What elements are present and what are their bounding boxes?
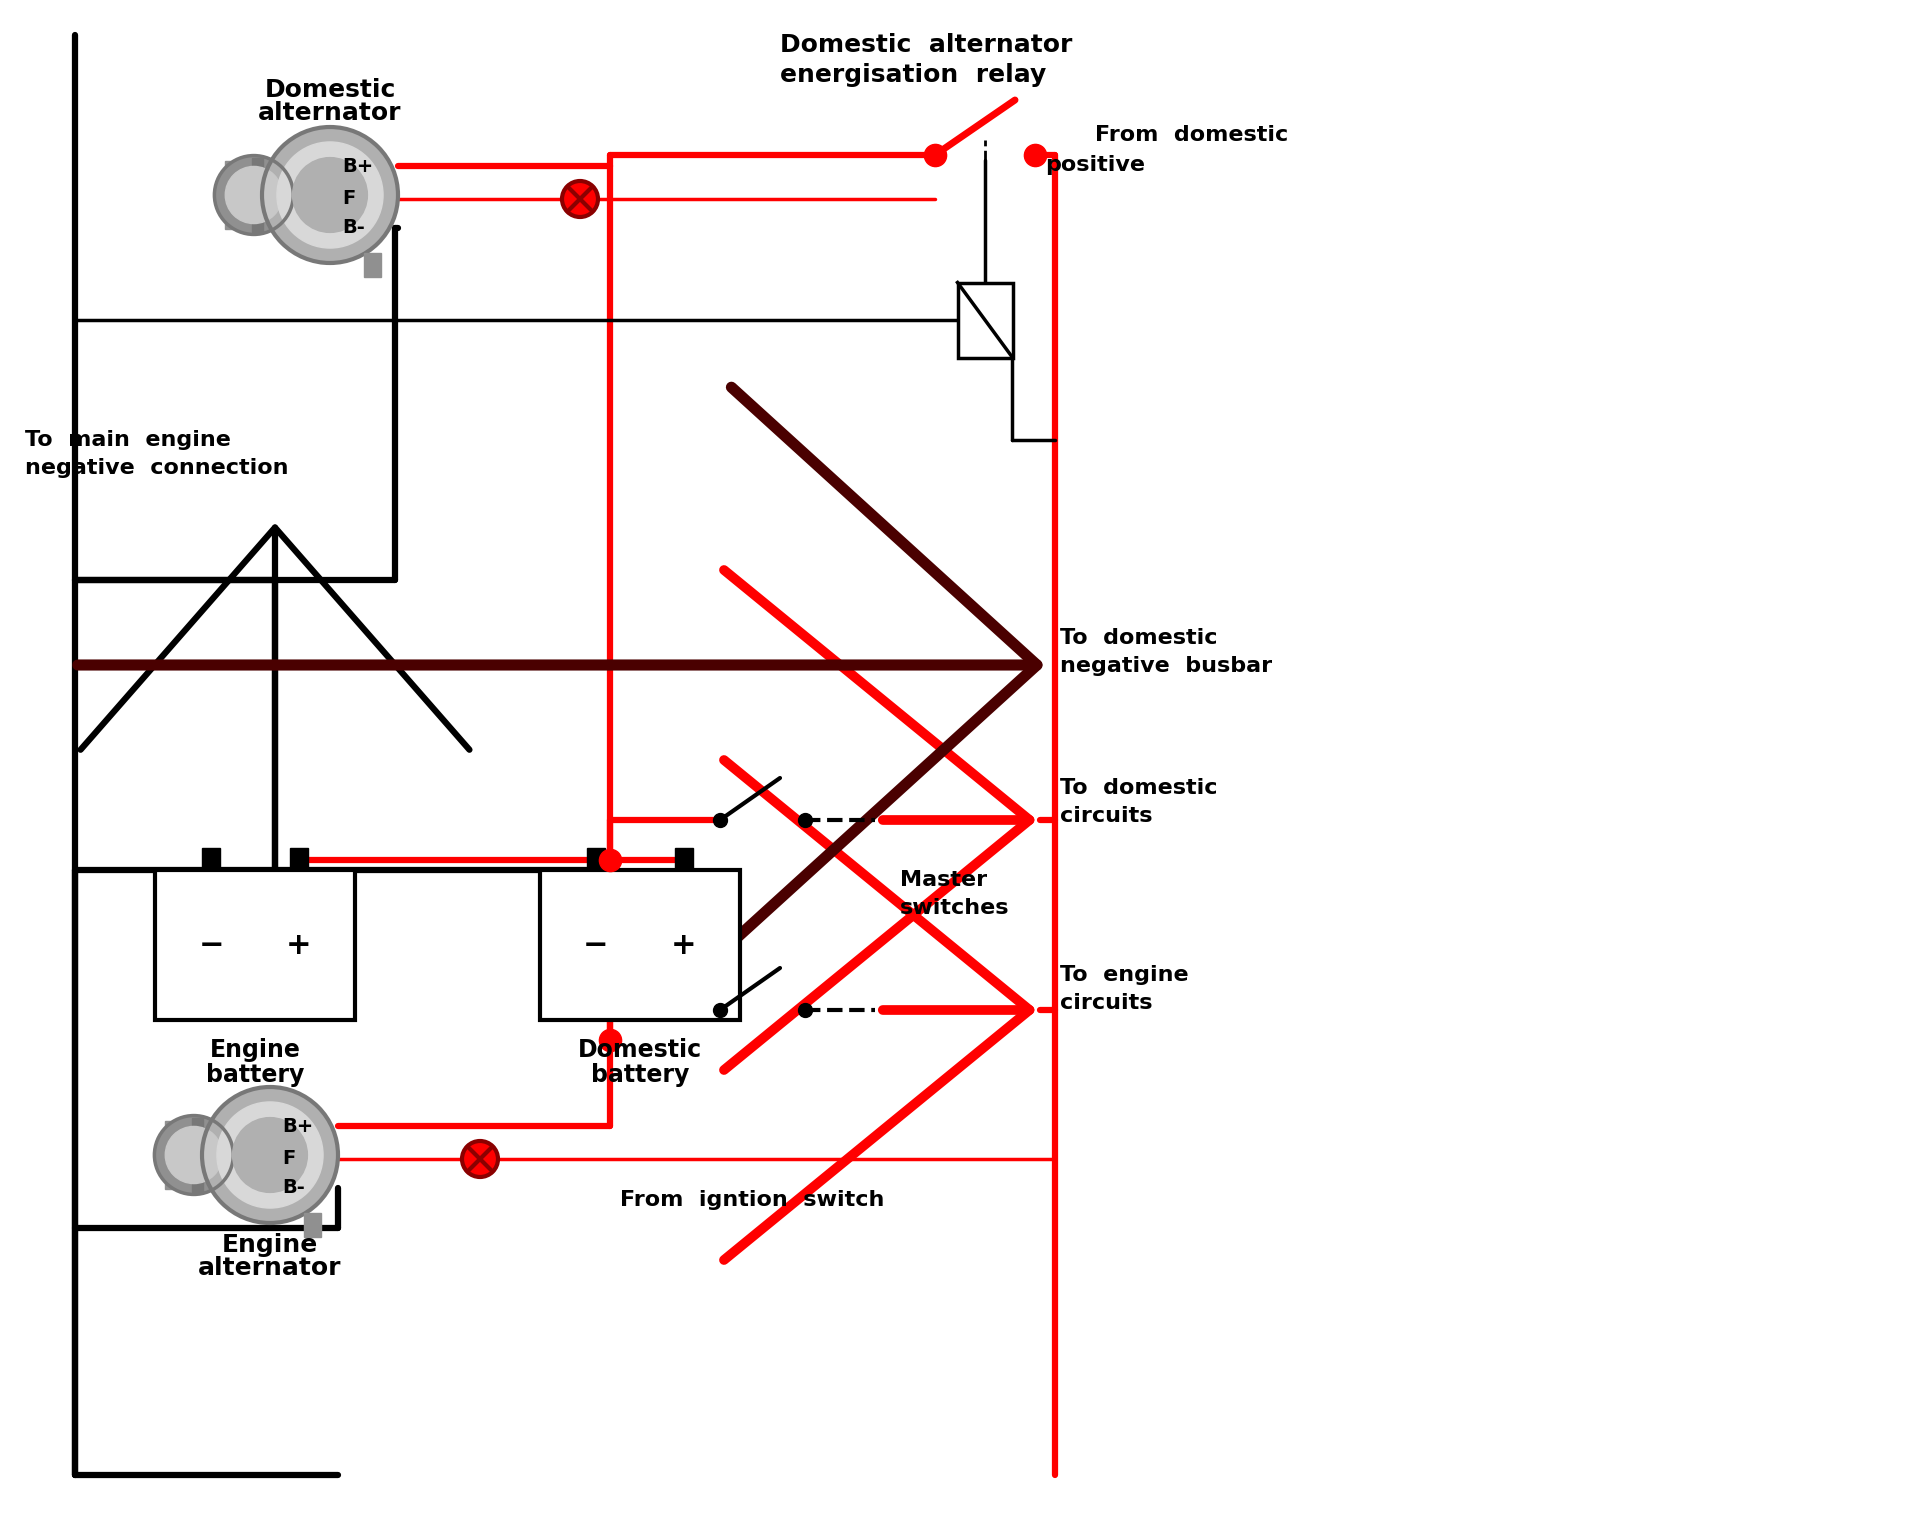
Text: alternator: alternator: [198, 1255, 342, 1280]
Circle shape: [202, 1087, 338, 1224]
Text: circuits: circuits: [1060, 993, 1152, 1013]
Circle shape: [217, 1102, 323, 1208]
Bar: [540, 870, 739, 1020]
Text: alternator: alternator: [259, 102, 401, 124]
Bar: [588, 849, 605, 870]
Bar: [958, 282, 1012, 358]
Bar: [676, 849, 693, 870]
Text: switches: switches: [900, 899, 1010, 918]
Circle shape: [154, 1116, 232, 1195]
Text: +: +: [672, 931, 697, 959]
Text: F: F: [282, 1149, 296, 1167]
Text: Engine: Engine: [223, 1233, 319, 1257]
Circle shape: [463, 1142, 497, 1176]
Text: negative  connection: negative connection: [25, 458, 288, 478]
Text: B-: B-: [282, 1178, 305, 1198]
Circle shape: [276, 143, 384, 247]
Text: From  igntion  switch: From igntion switch: [620, 1190, 885, 1210]
Circle shape: [292, 158, 367, 232]
Bar: [165, 1138, 180, 1154]
Bar: [290, 849, 307, 870]
Text: −: −: [198, 931, 225, 959]
Text: B+: B+: [342, 156, 374, 176]
Bar: [225, 179, 240, 193]
Text: Engine: Engine: [209, 1038, 300, 1063]
Text: +: +: [286, 931, 311, 959]
Circle shape: [215, 155, 294, 234]
Bar: [165, 1157, 180, 1172]
Bar: [202, 849, 221, 870]
Text: To  domestic: To domestic: [1060, 628, 1217, 648]
Circle shape: [165, 1126, 223, 1184]
Circle shape: [232, 1117, 307, 1193]
Text: Master: Master: [900, 870, 987, 890]
Text: To  main  engine: To main engine: [25, 430, 230, 449]
Text: B+: B+: [282, 1117, 313, 1135]
Bar: [225, 161, 240, 176]
Text: F: F: [342, 188, 355, 208]
Bar: [365, 254, 380, 276]
Text: From  domestic: From domestic: [1094, 124, 1288, 146]
Bar: [165, 1122, 180, 1137]
Bar: [225, 196, 240, 211]
Text: To  domestic: To domestic: [1060, 779, 1217, 798]
Bar: [303, 1213, 321, 1237]
Text: To  engine: To engine: [1060, 965, 1188, 985]
Text: Domestic  alternator: Domestic alternator: [780, 33, 1073, 58]
Text: battery: battery: [591, 1063, 689, 1087]
Text: circuits: circuits: [1060, 806, 1152, 826]
Text: Domestic: Domestic: [265, 77, 396, 102]
Text: −: −: [584, 931, 609, 959]
Bar: [259, 1087, 271, 1224]
Text: Domestic: Domestic: [578, 1038, 703, 1063]
Bar: [225, 214, 240, 229]
Bar: [252, 158, 263, 232]
Text: battery: battery: [205, 1063, 303, 1087]
Text: energisation  relay: energisation relay: [780, 64, 1046, 87]
Text: negative  busbar: negative busbar: [1060, 656, 1273, 676]
Bar: [165, 1173, 180, 1189]
Bar: [156, 870, 355, 1020]
Circle shape: [563, 181, 597, 217]
Circle shape: [261, 128, 397, 263]
Circle shape: [225, 167, 282, 223]
Text: positive: positive: [1044, 155, 1144, 175]
Bar: [321, 128, 330, 263]
Text: B-: B-: [342, 219, 365, 237]
Bar: [192, 1117, 204, 1193]
